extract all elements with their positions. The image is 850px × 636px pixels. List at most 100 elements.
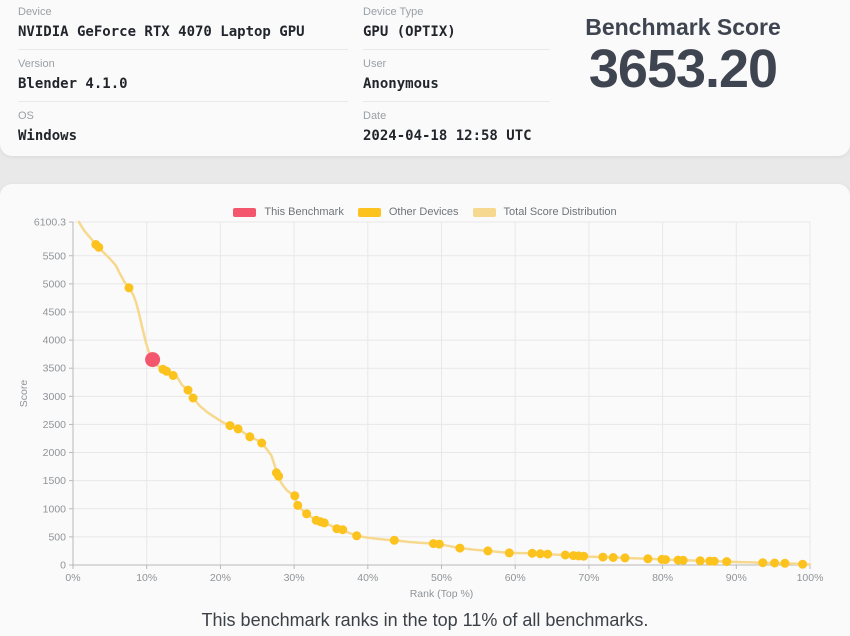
field-user: User Anonymous (363, 58, 550, 102)
point-other-devices (225, 421, 235, 431)
point-other-devices (257, 438, 267, 448)
point-other-devices (709, 556, 719, 566)
score-distribution-chart: 0 500 1000 1500 2000 2500 3000 3500 4000 4500 5000… (0, 184, 850, 612)
field-os: OS Windows (18, 110, 348, 153)
y-tick-label: 5500 (43, 250, 67, 262)
benchmark-info-card: Device NVIDIA GeForce RTX 4070 Laptop GP… (0, 0, 850, 156)
legend-item-other-devices: Other Devices (357, 206, 459, 218)
field-device-type: Device Type GPU (OPTIX) (363, 6, 550, 50)
chart-card: This Benchmark Other Devices Total Score D… (0, 184, 850, 636)
info-column-left: Device NVIDIA GeForce RTX 4070 Laptop GP… (18, 6, 348, 153)
field-device-value: NVIDIA GeForce RTX 4070 Laptop GPU (18, 24, 305, 40)
point-other-devices (504, 548, 514, 558)
point-other-devices (543, 549, 553, 559)
point-other-devices (695, 556, 705, 566)
y-tick-label: 500 (48, 531, 66, 543)
point-other-devices (455, 543, 465, 553)
benchmark-score-heading: Benchmark Score (585, 14, 781, 40)
field-device-label: Device (18, 6, 52, 18)
point-other-devices (560, 550, 570, 560)
field-version: Version Blender 4.1.0 (18, 58, 348, 102)
legend-swatch (233, 207, 257, 217)
legend-swatch (357, 207, 381, 217)
y-tick-label: 1500 (43, 475, 67, 487)
field-device: Device NVIDIA GeForce RTX 4070 Laptop GP… (18, 6, 348, 50)
x-tick-label: 70% (578, 572, 599, 584)
x-tick-label: 100% (797, 572, 824, 584)
y-tick-label: 1000 (43, 503, 67, 515)
point-other-devices (293, 500, 303, 510)
field-date-label: Date (363, 110, 387, 122)
y-tick-label: 0 (60, 560, 66, 572)
x-tick-label: 0% (65, 572, 80, 584)
y-tick-label: 5000 (43, 278, 67, 290)
point-other-devices (290, 491, 300, 501)
point-other-devices (661, 555, 670, 565)
point-this-benchmark (145, 352, 161, 368)
point-other-devices (319, 518, 329, 528)
x-tick-label: 90% (726, 572, 747, 584)
y-tick-label: 3500 (43, 363, 67, 375)
chart-legend: This Benchmark Other Devices Total Score D… (0, 206, 850, 218)
rank-summary-text: This benchmark ranks in the top 11% of a… (201, 610, 649, 630)
x-tick-label: 40% (357, 572, 378, 584)
point-other-devices (188, 393, 198, 403)
field-date: Date 2024-04-18 12:58 UTC (363, 110, 550, 153)
point-other-devices (434, 539, 444, 549)
x-tick-label: 80% (652, 572, 673, 584)
point-other-devices (302, 509, 312, 519)
x-tick-label: 30% (284, 572, 305, 584)
point-other-devices (678, 555, 688, 565)
point-other-devices (338, 525, 348, 535)
point-other-devices (770, 558, 780, 568)
field-user-label: User (363, 58, 387, 70)
field-device-type-label: Device Type (363, 6, 424, 18)
benchmark-score-value: 3653.20 (588, 39, 778, 99)
legend-label: Total Score Distribution (503, 206, 617, 218)
field-date-value: 2024-04-18 12:58 UTC (363, 128, 532, 144)
y-tick-label: 6100.3 (34, 217, 66, 229)
point-other-devices (722, 557, 732, 567)
x-tick-label: 60% (505, 572, 526, 584)
point-other-devices (608, 553, 618, 562)
benchmark-score-block: Benchmark Score 3653.20 (538, 14, 828, 98)
point-other-devices (798, 559, 808, 569)
point-other-devices (274, 471, 284, 481)
point-other-devices (162, 366, 172, 376)
point-other-devices (579, 551, 589, 561)
point-other-devices (483, 546, 493, 556)
point-other-devices (124, 283, 134, 293)
point-other-devices (643, 554, 653, 564)
legend-item-total-score-distribution: Total Score Distribution (472, 206, 617, 218)
legend-item-this-benchmark: This Benchmark (233, 206, 344, 218)
y-axis-title: Score (18, 380, 30, 408)
y-tick-label: 2500 (43, 419, 67, 431)
field-version-label: Version (18, 58, 55, 70)
legend-swatch (472, 207, 496, 217)
point-other-devices (168, 371, 178, 380)
point-other-devices (780, 558, 790, 568)
y-tick-label: 4000 (43, 335, 67, 347)
point-other-devices (598, 552, 608, 562)
y-tick-label: 2000 (43, 447, 67, 459)
point-other-devices (352, 531, 362, 541)
point-other-devices (245, 432, 255, 442)
point-other-devices (535, 549, 545, 559)
field-os-label: OS (18, 110, 34, 122)
x-tick-label: 50% (431, 572, 452, 584)
point-other-devices (758, 558, 768, 568)
legend-label: This Benchmark (264, 206, 344, 218)
point-other-devices (389, 535, 399, 545)
x-axis-title: Rank (Top %) (410, 588, 474, 600)
x-tick-label: 10% (136, 572, 157, 584)
point-other-devices (233, 424, 243, 434)
field-device-type-value: GPU (OPTIX) (363, 24, 456, 40)
x-tick-label: 20% (210, 572, 231, 584)
y-tick-label: 3000 (43, 391, 67, 403)
y-tick-label: 4500 (43, 306, 67, 318)
field-version-value: Blender 4.1.0 (18, 76, 128, 92)
field-user-value: Anonymous (363, 76, 439, 92)
point-other-devices (620, 553, 630, 563)
info-column-middle: Device Type GPU (OPTIX) User Anonymous D… (363, 6, 550, 153)
